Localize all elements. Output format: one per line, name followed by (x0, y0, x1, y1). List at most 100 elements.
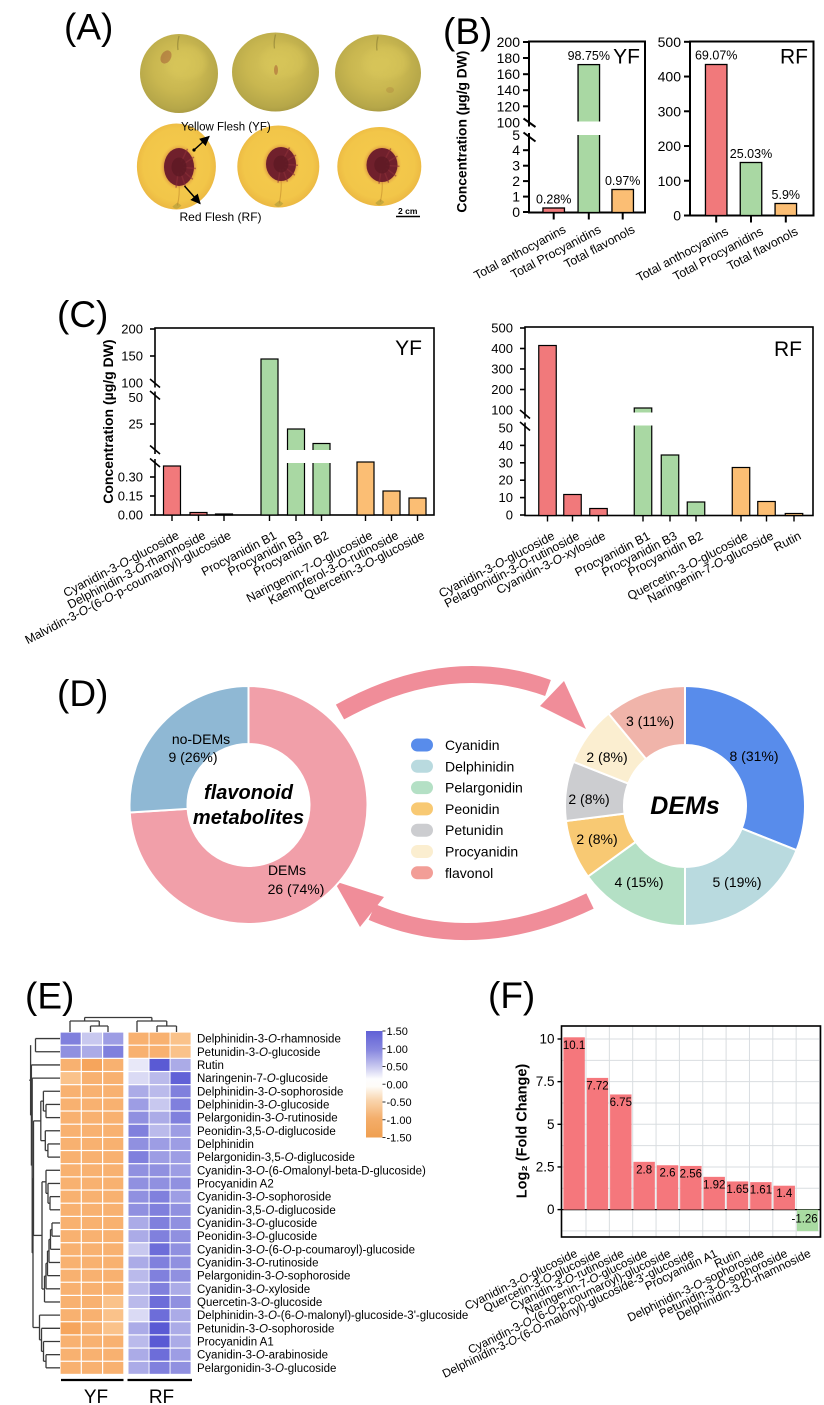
svg-text:Cyanidin-3-O-arabinoside: Cyanidin-3-O-arabinoside (197, 1350, 328, 1362)
svg-text:Delphinidin-3-O-(6-O-malonyl)-: Delphinidin-3-O-(6-O-malonyl)-glucoside-… (197, 1310, 468, 1322)
svg-text:Procyanidin: Procyanidin (445, 844, 518, 860)
svg-text:200: 200 (121, 322, 143, 337)
svg-text:Peonidin-3,5-O-diglucoside: Peonidin-3,5-O-diglucoside (197, 1126, 336, 1138)
svg-text:300: 300 (491, 362, 513, 377)
svg-text:(D): (D) (57, 673, 108, 714)
svg-text:Log₂ (Fold Change): Log₂ (Fold Change) (515, 1064, 531, 1199)
svg-text:RF: RF (780, 46, 808, 69)
svg-text:Procyanidin A2: Procyanidin A2 (197, 1178, 274, 1190)
svg-text:10: 10 (499, 490, 513, 505)
svg-text:100: 100 (497, 114, 521, 130)
svg-text:Malvidin-3-O-(6-O-p-coumaroyl): Malvidin-3-O-(6-O-p-coumaroyl)-glucoside (23, 528, 234, 647)
svg-text:1.4: 1.4 (776, 1188, 793, 1200)
svg-text:0: 0 (506, 508, 513, 523)
svg-text:DEMs: DEMs (268, 862, 306, 878)
svg-text:100: 100 (121, 376, 143, 391)
svg-text:100: 100 (658, 173, 682, 189)
svg-text:0.30: 0.30 (118, 470, 143, 485)
svg-text:10: 10 (539, 1032, 554, 1047)
svg-text:YF: YF (84, 1387, 108, 1405)
svg-text:Delphinidin: Delphinidin (197, 1139, 254, 1151)
svg-text:2.6: 2.6 (660, 1168, 676, 1180)
svg-text:Rutin: Rutin (771, 529, 803, 555)
svg-text:Pelargonidin-3-O-sophoroside: Pelargonidin-3-O-sophoroside (197, 1271, 350, 1283)
svg-text:400: 400 (491, 341, 513, 356)
svg-text:2: 2 (512, 173, 520, 189)
svg-text:8 (31%): 8 (31%) (729, 748, 778, 764)
svg-text:Procyanidin A1: Procyanidin A1 (197, 1336, 274, 1348)
svg-text:RF: RF (774, 338, 802, 361)
svg-text:Cyanidin-3-O-sophoroside: Cyanidin-3-O-sophoroside (197, 1192, 331, 1204)
svg-text:5: 5 (547, 1117, 555, 1132)
svg-text:0.50: 0.50 (387, 1062, 408, 1074)
svg-text:200: 200 (658, 138, 682, 154)
svg-text:RF: RF (149, 1387, 174, 1405)
svg-text:0: 0 (673, 208, 681, 224)
svg-text:5: 5 (512, 127, 520, 143)
svg-text:7.5: 7.5 (536, 1074, 555, 1089)
svg-text:Pelargonidin-3-O-rutinoside: Pelargonidin-3-O-rutinoside (442, 529, 582, 611)
svg-text:140: 140 (497, 82, 521, 98)
svg-text:0.97%: 0.97% (605, 174, 640, 188)
svg-text:(E): (E) (25, 976, 74, 1017)
svg-text:Delphinidin-3-O-glucoside: Delphinidin-3-O-glucoside (197, 1099, 329, 1111)
svg-text:500: 500 (658, 34, 682, 50)
svg-text:2 (8%): 2 (8%) (568, 791, 609, 807)
svg-text:6.75: 6.75 (610, 1097, 632, 1109)
svg-text:Naringenin-7-O-glucoside: Naringenin-7-O-glucoside (197, 1073, 328, 1085)
svg-text:Cyanidin-3-O-rutinoside: Cyanidin-3-O-rutinoside (197, 1257, 318, 1269)
svg-text:2 cm: 2 cm (398, 206, 418, 216)
svg-text:Petunidin-3-O-glucoside: Petunidin-3-O-glucoside (197, 1047, 320, 1059)
svg-text:4: 4 (512, 142, 520, 158)
svg-text:Delphinidin-3-O-sophoroside: Delphinidin-3-O-sophoroside (197, 1086, 343, 1098)
svg-text:Rutin: Rutin (197, 1060, 224, 1072)
svg-text:DEMs: DEMs (650, 792, 720, 820)
svg-text:Pelargonidin: Pelargonidin (445, 780, 523, 796)
svg-text:flavonol: flavonol (445, 865, 493, 881)
svg-text:Cyanidin-3,5-O-diglucoside: Cyanidin-3,5-O-diglucoside (197, 1205, 336, 1217)
svg-text:YF: YF (613, 46, 640, 69)
svg-text:Cyanidin-3-O-(6-Omalonyl-beta-: Cyanidin-3-O-(6-Omalonyl-beta-D-glucosid… (197, 1165, 426, 1177)
svg-text:180: 180 (497, 50, 521, 66)
svg-text:25.03%: 25.03% (730, 147, 772, 161)
svg-text:26 (74%): 26 (74%) (268, 881, 325, 897)
svg-text:Delphinidin-3-O-rhamnoside: Delphinidin-3-O-rhamnoside (197, 1034, 341, 1046)
svg-text:50: 50 (499, 421, 513, 436)
svg-text:-1.50: -1.50 (387, 1133, 412, 1145)
svg-text:2.8: 2.8 (636, 1164, 652, 1176)
svg-text:Pelargonidin-3,5-O-diglucoside: Pelargonidin-3,5-O-diglucoside (197, 1152, 355, 1164)
svg-text:3 (11%): 3 (11%) (626, 713, 674, 729)
svg-text:0.00: 0.00 (118, 508, 143, 523)
svg-text:69.07%: 69.07% (695, 49, 737, 63)
svg-text:1.50: 1.50 (387, 1026, 408, 1038)
svg-text:20: 20 (499, 473, 513, 488)
svg-text:120: 120 (497, 98, 521, 114)
svg-text:4 (15%): 4 (15%) (614, 874, 663, 890)
svg-text:Quercetin-3-O-glucoside: Quercetin-3-O-glucoside (197, 1297, 322, 1309)
svg-text:(A): (A) (64, 7, 113, 48)
svg-text:1.00: 1.00 (387, 1044, 408, 1056)
svg-text:Red Flesh (RF): Red Flesh (RF) (180, 210, 262, 224)
svg-text:metabolites: metabolites (193, 807, 304, 829)
svg-text:5.9%: 5.9% (772, 188, 801, 202)
svg-text:-1.00: -1.00 (387, 1115, 412, 1127)
svg-text:Delphinidin: Delphinidin (445, 758, 514, 774)
svg-text:YF: YF (395, 337, 422, 360)
svg-text:1.65: 1.65 (726, 1184, 748, 1196)
svg-text:400: 400 (658, 69, 682, 85)
svg-text:Pelargonidin-3-O-rutinoside: Pelargonidin-3-O-rutinoside (197, 1113, 338, 1125)
svg-text:1.61: 1.61 (750, 1185, 772, 1197)
svg-text:0.28%: 0.28% (536, 193, 571, 207)
svg-text:2 (8%): 2 (8%) (586, 749, 627, 765)
svg-text:9 (26%): 9 (26%) (168, 749, 217, 765)
svg-text:Cyanidin-3-O-glucoside: Cyanidin-3-O-glucoside (197, 1218, 317, 1230)
svg-text:Yellow Flesh (YF): Yellow Flesh (YF) (181, 122, 271, 134)
svg-text:0.00: 0.00 (387, 1079, 408, 1091)
svg-text:2 (8%): 2 (8%) (576, 831, 617, 847)
svg-text:100: 100 (491, 403, 513, 418)
svg-text:1: 1 (512, 189, 520, 205)
svg-text:Petunidin-3-O-sophoroside: Petunidin-3-O-sophoroside (197, 1323, 334, 1335)
svg-text:300: 300 (658, 103, 682, 119)
svg-text:Petunidin: Petunidin (445, 822, 503, 838)
svg-text:160: 160 (497, 66, 521, 82)
